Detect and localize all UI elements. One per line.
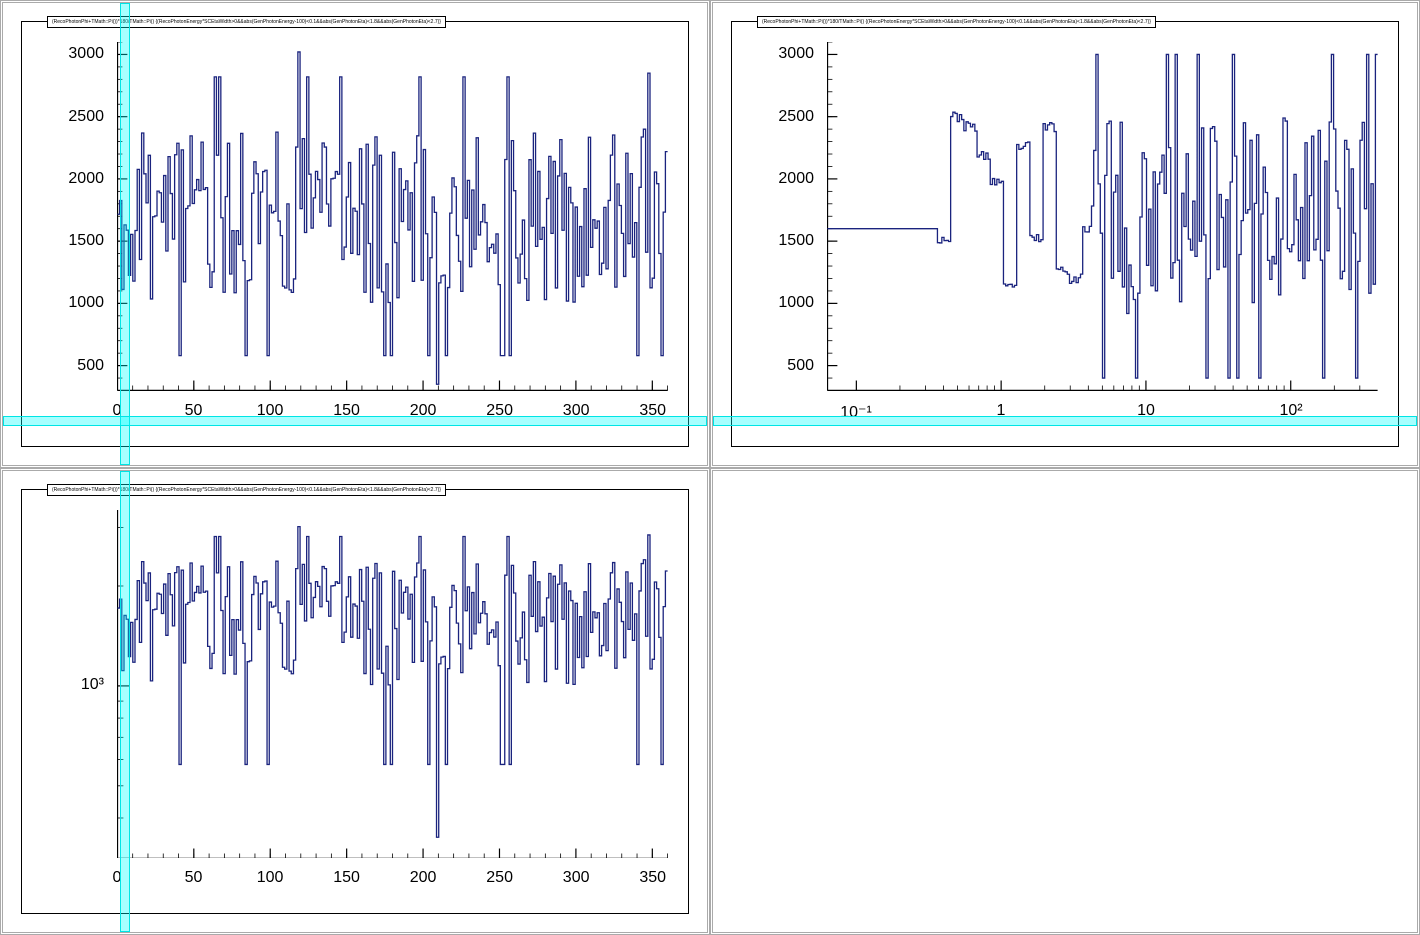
panel-top-right: (RecoPhotonPhi+TMath::Pi())*180/TMath::P…: [731, 21, 1399, 447]
y-axis-ticks-bl: 10³: [22, 510, 112, 859]
x-axis-ticks-tl: 050100150200250300350: [117, 396, 668, 446]
chart-title: (RecoPhotonPhi+TMath::Pi())*180/TMath::P…: [757, 16, 1156, 28]
plot-area-bl: [117, 510, 668, 859]
cell-bottom-right: [710, 468, 1420, 935]
chart-grid: (RecoPhotonPhi+TMath::Pi())*180/TMath::P…: [0, 0, 1420, 935]
plot-area-tl: [117, 42, 668, 391]
cell-bottom-left: (RecoPhotonPhi+TMath::Pi())*180/TMath::P…: [0, 468, 710, 935]
plot-area-tr: [827, 42, 1378, 391]
x-axis-ticks-tr: 10⁻¹11010²: [827, 396, 1378, 446]
x-axis-ticks-bl: 050100150200250300350: [117, 863, 668, 913]
cell-top-right: (RecoPhotonPhi+TMath::Pi())*180/TMath::P…: [710, 0, 1420, 468]
chart-title: (RecoPhotonPhi+TMath::Pi())*180/TMath::P…: [47, 484, 446, 496]
chart-title: (RecoPhotonPhi+TMath::Pi())*180/TMath::P…: [47, 16, 446, 28]
panel-bottom-left: (RecoPhotonPhi+TMath::Pi())*180/TMath::P…: [21, 489, 689, 915]
y-axis-ticks-tr: 50010001500200025003000: [732, 42, 822, 391]
y-axis-ticks-tl: 50010001500200025003000: [22, 42, 112, 391]
cell-top-left: (RecoPhotonPhi+TMath::Pi())*180/TMath::P…: [0, 0, 710, 468]
panel-top-left: (RecoPhotonPhi+TMath::Pi())*180/TMath::P…: [21, 21, 689, 447]
